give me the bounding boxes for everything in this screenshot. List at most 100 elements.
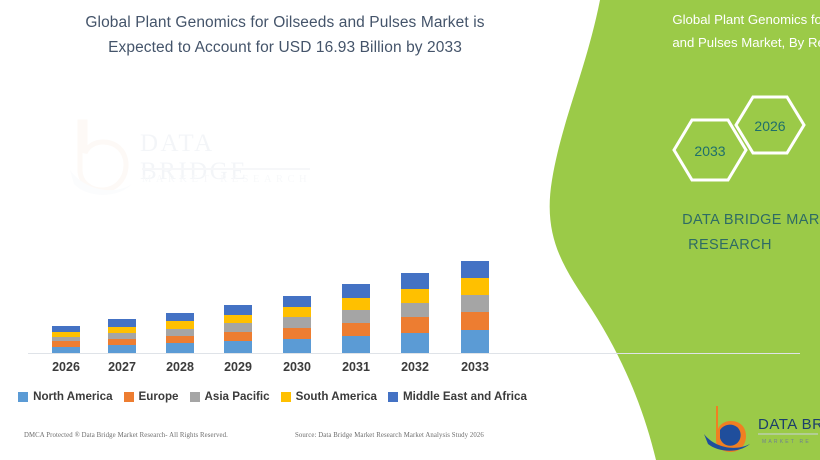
hexagon-2026: 2026 (734, 95, 806, 155)
data-bridge-logo: DATA BR MARKET RE (700, 400, 820, 456)
bar-segment (224, 315, 252, 324)
bar-segment (401, 302, 429, 318)
legend-swatch-icon (18, 391, 29, 402)
hexagon-2033-label: 2033 (694, 143, 725, 159)
x-axis-labels: 2026 2027 2028 2029 2030 2031 2032 2033 (0, 360, 570, 382)
chart-legend: North America Europe Asia Pacific South Ame… (0, 390, 545, 403)
legend-label: Asia Pacific (204, 390, 270, 403)
legend-item[interactable]: Europe (123, 390, 179, 403)
green-side-panel (540, 0, 820, 460)
page-title: Global Plant Genomics for Oilseeds and P… (0, 10, 570, 60)
x-axis-label-2031: 2031 (342, 360, 370, 374)
bar-segment (108, 345, 136, 353)
bar-segment (108, 332, 136, 339)
bar-group-2032 (401, 273, 429, 353)
footer-dmca: DMCA Protected ® Data Bridge Market Rese… (24, 432, 228, 439)
bar-segment (108, 326, 136, 333)
bar-segment (283, 295, 311, 308)
hexagon-2026-label: 2026 (754, 118, 785, 134)
bar-segment (224, 332, 252, 342)
panel-title-line-3: to (600, 54, 820, 77)
bar-group-2030 (283, 295, 311, 353)
bar-segment (52, 341, 80, 347)
bar-segment (283, 327, 311, 339)
bar-segment (52, 336, 80, 342)
bar-segment (166, 321, 194, 329)
bar-segment (461, 294, 489, 312)
legend-item[interactable]: Middle East and Africa (387, 390, 527, 403)
legend-swatch-icon (280, 391, 291, 402)
bar-segment (461, 278, 489, 295)
bar-group-2031 (342, 284, 370, 353)
bar-segment (283, 317, 311, 328)
bar-segment (224, 323, 252, 333)
legend-swatch-icon (123, 391, 134, 402)
hexagon-badges: 2033 2026 (660, 92, 820, 202)
panel-title-line-2: and Pulses Market, By Regions, (672, 35, 820, 50)
bar-segment (108, 319, 136, 327)
x-axis-label-2032: 2032 (401, 360, 429, 374)
panel-brand-text: DATA BRIDGE MARKE RESEARCH (600, 208, 820, 258)
hexagon-2033: 2033 (672, 118, 748, 182)
bar-group-2028 (166, 313, 194, 353)
bar-segment (342, 336, 370, 353)
x-axis-label-2026: 2026 (52, 360, 80, 374)
chart-baseline (28, 353, 800, 354)
bar-segment (401, 288, 429, 303)
bar-group-2033 (461, 261, 489, 353)
x-axis-label-2030: 2030 (283, 360, 311, 374)
bar-group-2026 (52, 326, 80, 353)
legend-swatch-icon (189, 391, 200, 402)
bar-segment (108, 338, 136, 345)
stacked-bar-chart (0, 100, 570, 362)
bar-segment (461, 261, 489, 279)
bar-segment (224, 305, 252, 316)
logo-b-mark (704, 406, 750, 452)
x-axis-label-2033: 2033 (461, 360, 489, 374)
bar-group-2029 (224, 305, 252, 353)
x-axis-label-2029: 2029 (224, 360, 252, 374)
bar-segment (401, 333, 429, 353)
x-axis-label-2027: 2027 (108, 360, 136, 374)
bar-group-2027 (108, 319, 136, 353)
bar-segment (342, 297, 370, 310)
green-panel-shape (549, 0, 820, 460)
bar-segment (52, 331, 80, 337)
page-title-line-1: Global Plant Genomics for Oilseeds and P… (85, 14, 485, 31)
bar-segment (342, 309, 370, 323)
panel-title: Global Plant Genomics for Oilse and Puls… (600, 8, 820, 77)
legend-item[interactable]: Asia Pacific (189, 390, 270, 403)
bar-segment (342, 322, 370, 337)
logo-subword: MARKET RE (762, 439, 811, 445)
bar-segment (401, 317, 429, 334)
bar-segment (166, 343, 194, 353)
chart-plot-area (30, 100, 540, 353)
bar-segment (461, 330, 489, 353)
bar-segment (166, 335, 194, 344)
legend-label: North America (33, 390, 113, 403)
legend-label: Middle East and Africa (402, 390, 527, 403)
bar-segment (52, 326, 80, 332)
bar-segment (52, 346, 80, 353)
page-title-line-2: Expected to Account for USD 16.93 Billio… (108, 39, 462, 56)
panel-title-line-1: Global Plant Genomics for Oilse (672, 12, 820, 27)
bar-segment (461, 311, 489, 331)
bar-segment (224, 341, 252, 353)
legend-label: Europe (138, 390, 179, 403)
bar-segment (166, 313, 194, 322)
footer-source: Source: Data Bridge Market Research Mark… (295, 432, 484, 439)
legend-item[interactable]: South America (280, 390, 377, 403)
logo-word: DATA BR (758, 416, 820, 433)
footer: DMCA Protected ® Data Bridge Market Rese… (0, 432, 580, 452)
panel-brand-line-2: RESEARCH (688, 237, 772, 253)
bar-segment (342, 284, 370, 298)
panel-brand-line-1: DATA BRIDGE MARKE (682, 212, 820, 228)
legend-item[interactable]: North America (18, 390, 113, 403)
bar-segment (166, 328, 194, 336)
bar-segment (401, 273, 429, 289)
legend-swatch-icon (387, 391, 398, 402)
legend-label: South America (295, 390, 377, 403)
bar-segment (283, 339, 311, 353)
x-axis-label-2028: 2028 (166, 360, 194, 374)
bar-segment (283, 307, 311, 318)
